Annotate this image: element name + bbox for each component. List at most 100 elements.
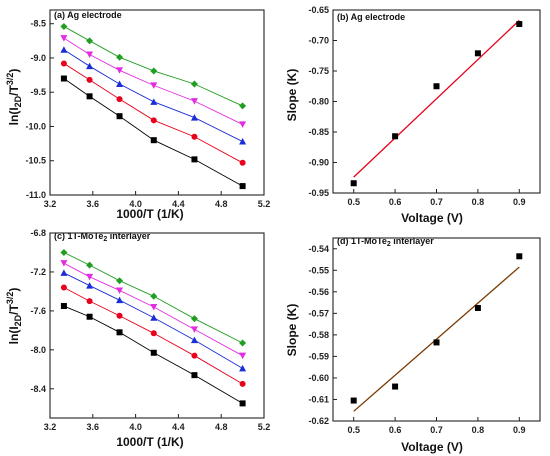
panel-d-frame: [332, 237, 541, 422]
panel-b-xtick-label: 0.6: [389, 197, 402, 207]
panel-b-ytick-label: -0.65: [308, 5, 329, 15]
panel-c-series-1-point: [239, 400, 246, 407]
panel-a-series-2-point: [60, 60, 67, 67]
panel-a-series-4-point: [60, 35, 68, 42]
panel-a-series-3-point: [86, 62, 94, 70]
panel-c-ytick-label: -8.4: [30, 384, 46, 394]
panel-d-plot: 0.5 0.6 0.7 0.8 0.9 -0.54 -0.55 -0.56 -0.57 -0.58…: [308, 237, 541, 435]
panel-c-series-3-point: [86, 282, 94, 289]
panel-c-series-2-point: [150, 330, 157, 337]
panel-b-ytick-label: -0.85: [308, 127, 329, 137]
panel-b-plot: 0.5 0.6 0.7 0.8 0.9 -0.65 -0.70 -0.75 -0.80 -0.85…: [308, 5, 541, 207]
panel-a-ytick-label: -9.5: [30, 87, 46, 97]
panel-b-ytick-label: -0.95: [308, 188, 329, 198]
panel-c-series-1-point: [191, 372, 198, 379]
panel-c-series-5-point: [150, 292, 158, 300]
panel-b-ytick-label: -0.80: [308, 97, 329, 107]
panel-a-series-5-point: [86, 37, 94, 45]
panel-c-series-4-point: [116, 287, 124, 294]
panel-c-series-5-line: [63, 252, 243, 344]
panel-a-series-3-point: [116, 80, 124, 87]
panel-a-series-2-point: [116, 96, 123, 103]
panel-c-series-5-point: [190, 315, 198, 323]
panel-c-series-2-point: [191, 352, 198, 359]
panel-a-series-2-line: [63, 63, 243, 164]
panel-a-series-4-point: [116, 67, 124, 74]
panel-b-ytick-label: -0.90: [308, 158, 329, 168]
panel-c-ylabel: ln(I2D/T3/2): [5, 288, 23, 345]
panel-b-xtick-label: 0.9: [513, 197, 526, 207]
panel-d-fit-line: [353, 266, 520, 412]
panel-a-ylabel: ln(I2D/T3/2): [5, 69, 23, 126]
panel-b-frame: [332, 9, 541, 194]
panel-a-xlabel: 1000/T (1/K): [116, 207, 183, 221]
panel-a-series-1-line: [63, 78, 243, 187]
panel-a-series-3-point: [150, 98, 158, 105]
panel-b-point: [474, 50, 481, 57]
panel-a-series-1-point: [86, 93, 93, 100]
panel-a-series-3-point: [60, 46, 68, 53]
panel-c-series-1-point: [116, 329, 123, 336]
panel-a-series-3-point: [190, 114, 198, 121]
panel-a-series-1-point: [150, 137, 157, 144]
panel-d-ytick-label: -0.57: [308, 308, 329, 318]
panel-d-point: [392, 383, 399, 390]
panel-b-xlabel: Voltage (V): [401, 211, 463, 225]
panel-a-series-5-point: [60, 22, 68, 30]
panel-c-series-2-point: [116, 312, 123, 319]
panel-c-ytick-label: -7.2: [30, 267, 46, 277]
panel-d-ytick-label: -0.60: [308, 373, 329, 383]
panel-b-ytick-label: -0.70: [308, 36, 329, 46]
panel-d-ytick-label: -0.56: [308, 287, 329, 297]
panel-d-ytick-label: -0.62: [308, 416, 329, 426]
panel-c-series-1-line: [63, 305, 243, 404]
panel-c-series-3-line: [63, 272, 243, 369]
panel-a-series-4-point: [239, 121, 247, 128]
panel-a-series-2-point: [191, 133, 198, 140]
panel-b-fit-line: [353, 19, 520, 178]
panel-c-series-2-line: [63, 287, 243, 385]
panel-a-ytick-label: -8.5: [30, 19, 46, 29]
panel-d-ytick-label: -0.55: [308, 265, 329, 275]
panel-c-series-3-point: [239, 364, 247, 372]
panel-c-series-4-point: [60, 260, 68, 267]
panel-b-title: (b) Ag electrode: [337, 12, 405, 22]
panel-a-series-2-point: [239, 159, 246, 166]
panel-d-ytick-label: -0.61: [308, 394, 329, 404]
panel-d-ytick-label: -0.54: [308, 244, 329, 254]
panel-c-series-1-point: [86, 313, 93, 320]
panel-c-series-2-point: [86, 298, 93, 305]
panel-a-series-5-point: [239, 102, 247, 110]
panel-a-series-2-point: [150, 117, 157, 124]
panel-c-series-3-point: [150, 314, 158, 321]
panel-a-series-4-line: [63, 37, 243, 125]
panel-c-series-4-line: [63, 262, 243, 357]
panel-c-series-3-point: [60, 269, 68, 276]
panel-a-series-4-point: [190, 98, 198, 105]
panel-c-ytick-label: -8.0: [30, 345, 46, 355]
panel-d: Slope (K) Voltage (V) (d) 1T-MoTe2 inter…: [285, 236, 463, 454]
panel-a-series-5-point: [150, 67, 158, 75]
panel-a-series-4-point: [150, 82, 158, 89]
panel-c-xtick-label: 5.2: [258, 422, 271, 432]
panel-a-series-1-point: [239, 183, 246, 190]
panel-c-series-5-point: [86, 261, 94, 269]
panel-a-series-1-point: [191, 156, 198, 163]
panel-a-series-1-point: [116, 113, 123, 120]
panel-c-series-5-point: [239, 339, 247, 347]
panel-c-plot: 3.2 3.6 4.0 4.4 4.8 5.2 -6.8 -7.2 -7.6 -8.0 -8.4: [30, 228, 270, 432]
panel-a-xtick-label: 4.8: [215, 199, 228, 209]
panel-a-series-1-point: [60, 75, 67, 82]
panel-b-xtick-label: 0.5: [347, 197, 360, 207]
panel-c-xtick-label: 4.4: [172, 422, 185, 432]
panel-d-xlabel: Voltage (V): [401, 440, 463, 454]
panel-a-xtick-label: 3.2: [44, 199, 57, 209]
panel-a-series-5-point: [116, 53, 124, 61]
panel-c-series-5-point: [60, 248, 68, 256]
panel-a-series-5-line: [63, 26, 243, 107]
panel-c-series-2-point: [239, 380, 246, 387]
panel-b-ylabel: Slope (K): [285, 69, 299, 122]
panel-b-point: [433, 83, 440, 90]
panel-d-xtick-label: 0.6: [389, 425, 402, 435]
